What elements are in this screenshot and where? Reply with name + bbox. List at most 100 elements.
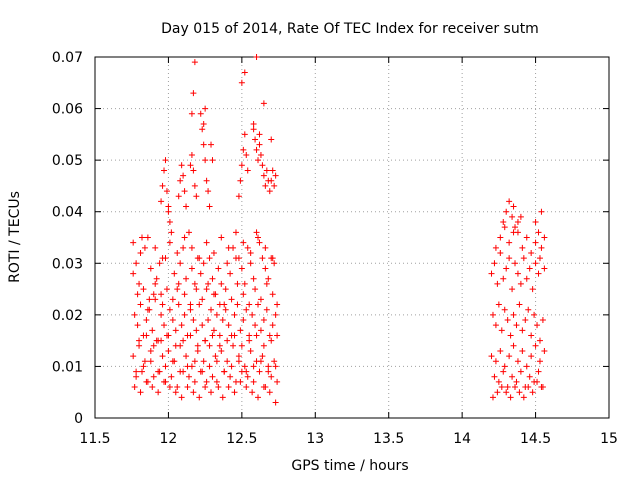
- data-point: [235, 353, 242, 360]
- data-point: [210, 291, 217, 298]
- data-point: [274, 332, 281, 339]
- data-point: [177, 260, 184, 267]
- data-point: [169, 317, 176, 324]
- data-point: [174, 384, 181, 391]
- data-point: [497, 249, 504, 256]
- data-point: [523, 275, 530, 282]
- data-point: [202, 105, 209, 112]
- data-point: [256, 239, 263, 246]
- data-point: [193, 193, 200, 200]
- data-point: [260, 384, 267, 391]
- data-point: [268, 177, 275, 184]
- data-point: [140, 286, 147, 293]
- data-point: [255, 394, 262, 401]
- data-point: [501, 363, 508, 370]
- data-point: [224, 260, 231, 267]
- data-point: [253, 54, 260, 60]
- data-point: [199, 296, 206, 303]
- data-point: [512, 224, 519, 231]
- data-point: [143, 378, 150, 385]
- data-point: [149, 327, 156, 334]
- data-point: [133, 373, 140, 380]
- data-point: [536, 358, 543, 365]
- x-tick-label: 11.5: [79, 431, 110, 447]
- x-tick-label: 12.5: [226, 431, 257, 447]
- data-point: [193, 286, 200, 293]
- data-point: [187, 301, 194, 308]
- data-point: [240, 317, 247, 324]
- y-tick-label: 0.07: [52, 50, 83, 66]
- data-point: [257, 151, 264, 158]
- data-point: [147, 358, 154, 365]
- data-point: [190, 389, 197, 396]
- data-point: [232, 229, 239, 236]
- data-point: [509, 286, 516, 293]
- data-point: [191, 59, 198, 66]
- data-point: [183, 353, 190, 360]
- data-point: [541, 265, 548, 272]
- data-point: [218, 280, 225, 287]
- data-point: [265, 368, 272, 375]
- data-point: [512, 260, 519, 267]
- data-point: [185, 373, 192, 380]
- data-point: [224, 337, 231, 344]
- data-point: [235, 358, 242, 365]
- data-point: [516, 389, 523, 396]
- data-point: [183, 275, 190, 282]
- data-point: [158, 337, 165, 344]
- data-point: [528, 353, 535, 360]
- data-point: [208, 306, 215, 313]
- data-point: [501, 224, 508, 231]
- data-point: [514, 229, 521, 236]
- data-point: [538, 244, 545, 251]
- data-point: [187, 306, 194, 313]
- data-point: [272, 311, 279, 318]
- data-point: [191, 280, 198, 287]
- data-point: [199, 368, 206, 375]
- data-point: [228, 363, 235, 370]
- data-point: [143, 332, 150, 339]
- data-point: [238, 79, 245, 86]
- data-point: [488, 270, 495, 277]
- data-point: [250, 126, 257, 133]
- data-point: [152, 296, 159, 303]
- data-point: [253, 146, 260, 153]
- data-point: [163, 286, 170, 293]
- data-point: [206, 203, 213, 210]
- data-point: [507, 332, 514, 339]
- data-point: [253, 229, 260, 236]
- data-point: [500, 368, 507, 375]
- data-point: [241, 69, 248, 76]
- data-point: [260, 317, 267, 324]
- data-point: [165, 332, 172, 339]
- data-point: [519, 244, 526, 251]
- data-point: [212, 353, 219, 360]
- data-point: [187, 162, 194, 169]
- data-point: [208, 389, 215, 396]
- data-point: [185, 229, 192, 236]
- data-point: [205, 280, 212, 287]
- data-point: [193, 327, 200, 334]
- data-point: [190, 167, 197, 174]
- data-point: [209, 373, 216, 380]
- data-point: [501, 306, 508, 313]
- data-point: [531, 311, 538, 318]
- data-point: [513, 322, 520, 329]
- data-point: [191, 378, 198, 385]
- data-point: [529, 286, 536, 293]
- data-point: [526, 373, 533, 380]
- data-point: [169, 358, 176, 365]
- data-point: [197, 270, 204, 277]
- data-point: [155, 368, 162, 375]
- data-point: [491, 260, 498, 267]
- data-point: [497, 347, 504, 354]
- data-point: [152, 244, 159, 251]
- x-tick-label: 14: [453, 431, 471, 447]
- data-point: [247, 249, 254, 256]
- data-point: [134, 322, 141, 329]
- data-point: [138, 368, 145, 375]
- data-point: [528, 332, 535, 339]
- data-point: [222, 286, 229, 293]
- data-point: [265, 363, 272, 370]
- data-point: [243, 306, 250, 313]
